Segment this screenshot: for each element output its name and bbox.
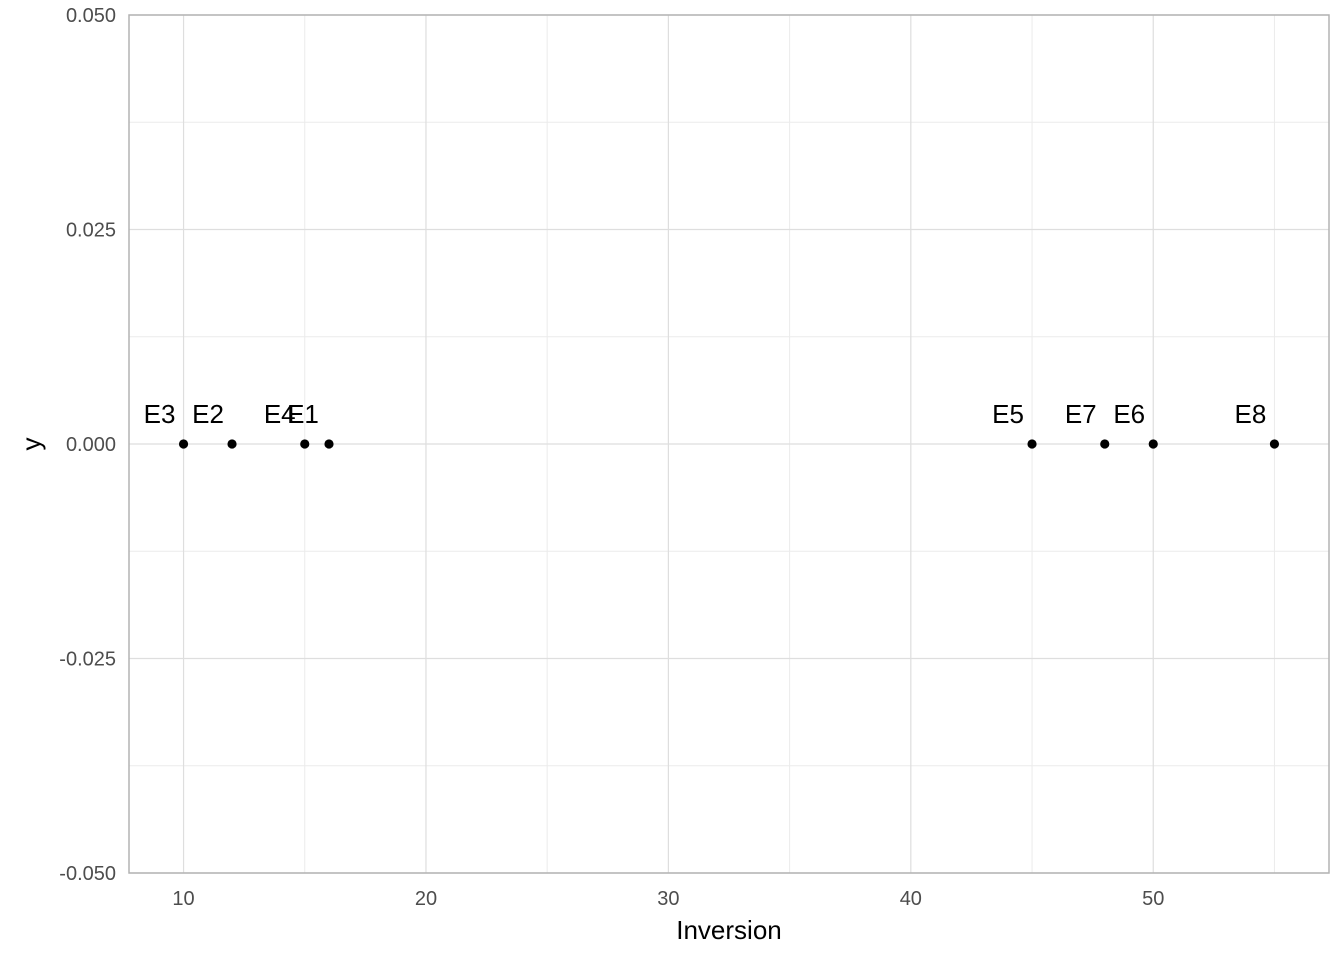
x-axis-title: Inversion bbox=[676, 915, 782, 945]
point-label: E4 bbox=[264, 399, 296, 429]
data-point bbox=[227, 439, 237, 449]
y-axis-tick-labels: -0.050 -0.025 0.000 0.025 0.050 bbox=[59, 5, 116, 885]
data-point bbox=[1269, 439, 1280, 449]
point-label: E2 bbox=[192, 399, 224, 429]
y-tick-label: -0.025 bbox=[59, 649, 116, 671]
y-tick-label: 0.050 bbox=[66, 5, 116, 27]
y-axis-title: y bbox=[16, 438, 46, 451]
x-tick-label: 10 bbox=[172, 888, 194, 910]
point-label: E1 bbox=[287, 399, 319, 429]
point-label: E5 bbox=[992, 399, 1024, 429]
data-point bbox=[1027, 439, 1037, 449]
data-point bbox=[1100, 439, 1110, 449]
panel-border bbox=[128, 14, 1330, 874]
point-label: E3 bbox=[144, 399, 176, 429]
y-tick-label: 0.025 bbox=[66, 220, 116, 242]
data-points bbox=[178, 439, 1280, 449]
x-tick-label: 50 bbox=[1142, 888, 1164, 910]
y-tick-label: 0.000 bbox=[66, 434, 116, 456]
data-point bbox=[1148, 439, 1158, 449]
data-point bbox=[324, 439, 334, 449]
point-label: E7 bbox=[1065, 399, 1097, 429]
x-tick-label: 30 bbox=[657, 888, 679, 910]
point-label: E6 bbox=[1113, 399, 1145, 429]
x-tick-label: 40 bbox=[900, 888, 922, 910]
point-label: E8 bbox=[1235, 399, 1267, 429]
data-point bbox=[178, 439, 189, 449]
y-tick-label: -0.050 bbox=[59, 863, 116, 885]
x-axis-tick-labels: 10 20 30 40 50 bbox=[172, 888, 1164, 910]
data-point bbox=[300, 439, 310, 449]
x-tick-label: 20 bbox=[415, 888, 437, 910]
